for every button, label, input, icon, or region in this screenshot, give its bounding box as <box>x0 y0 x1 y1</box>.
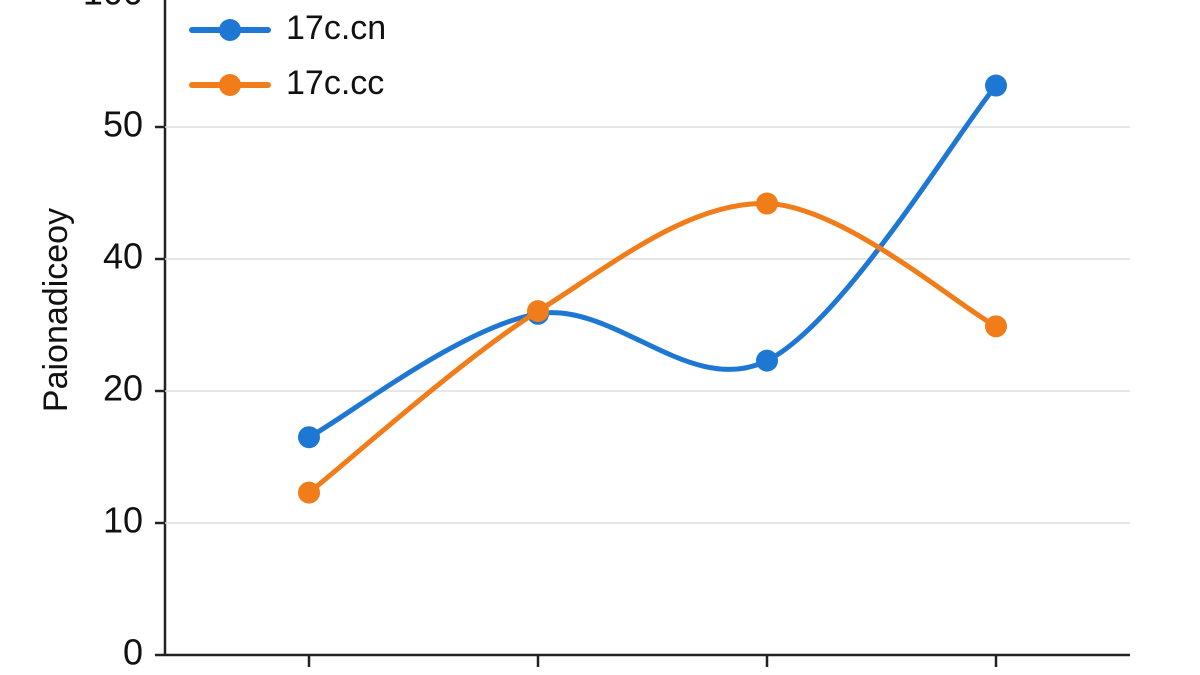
data-point <box>298 426 320 449</box>
y-tick-label: 50 <box>103 104 143 145</box>
y-tick-label: 20 <box>103 368 143 409</box>
data-point <box>985 74 1007 97</box>
legend-marker <box>219 74 241 96</box>
legend-marker <box>219 19 241 41</box>
series-line <box>306 83 999 440</box>
y-tick-label: 0 <box>123 632 143 673</box>
series-line <box>306 201 999 496</box>
data-point <box>298 481 320 504</box>
data-point <box>985 315 1007 338</box>
y-tick-label: 40 <box>103 236 143 277</box>
data-point <box>527 300 549 323</box>
legend-label: 17c.cn <box>286 9 386 47</box>
y-axis-title: Paionadiceoy <box>37 208 75 412</box>
legend-label: 17c.cc <box>286 64 384 102</box>
data-point <box>756 192 778 215</box>
y-tick-label: 10 <box>103 500 143 541</box>
data-point <box>756 349 778 372</box>
y-tick-label: 100 <box>83 0 143 13</box>
